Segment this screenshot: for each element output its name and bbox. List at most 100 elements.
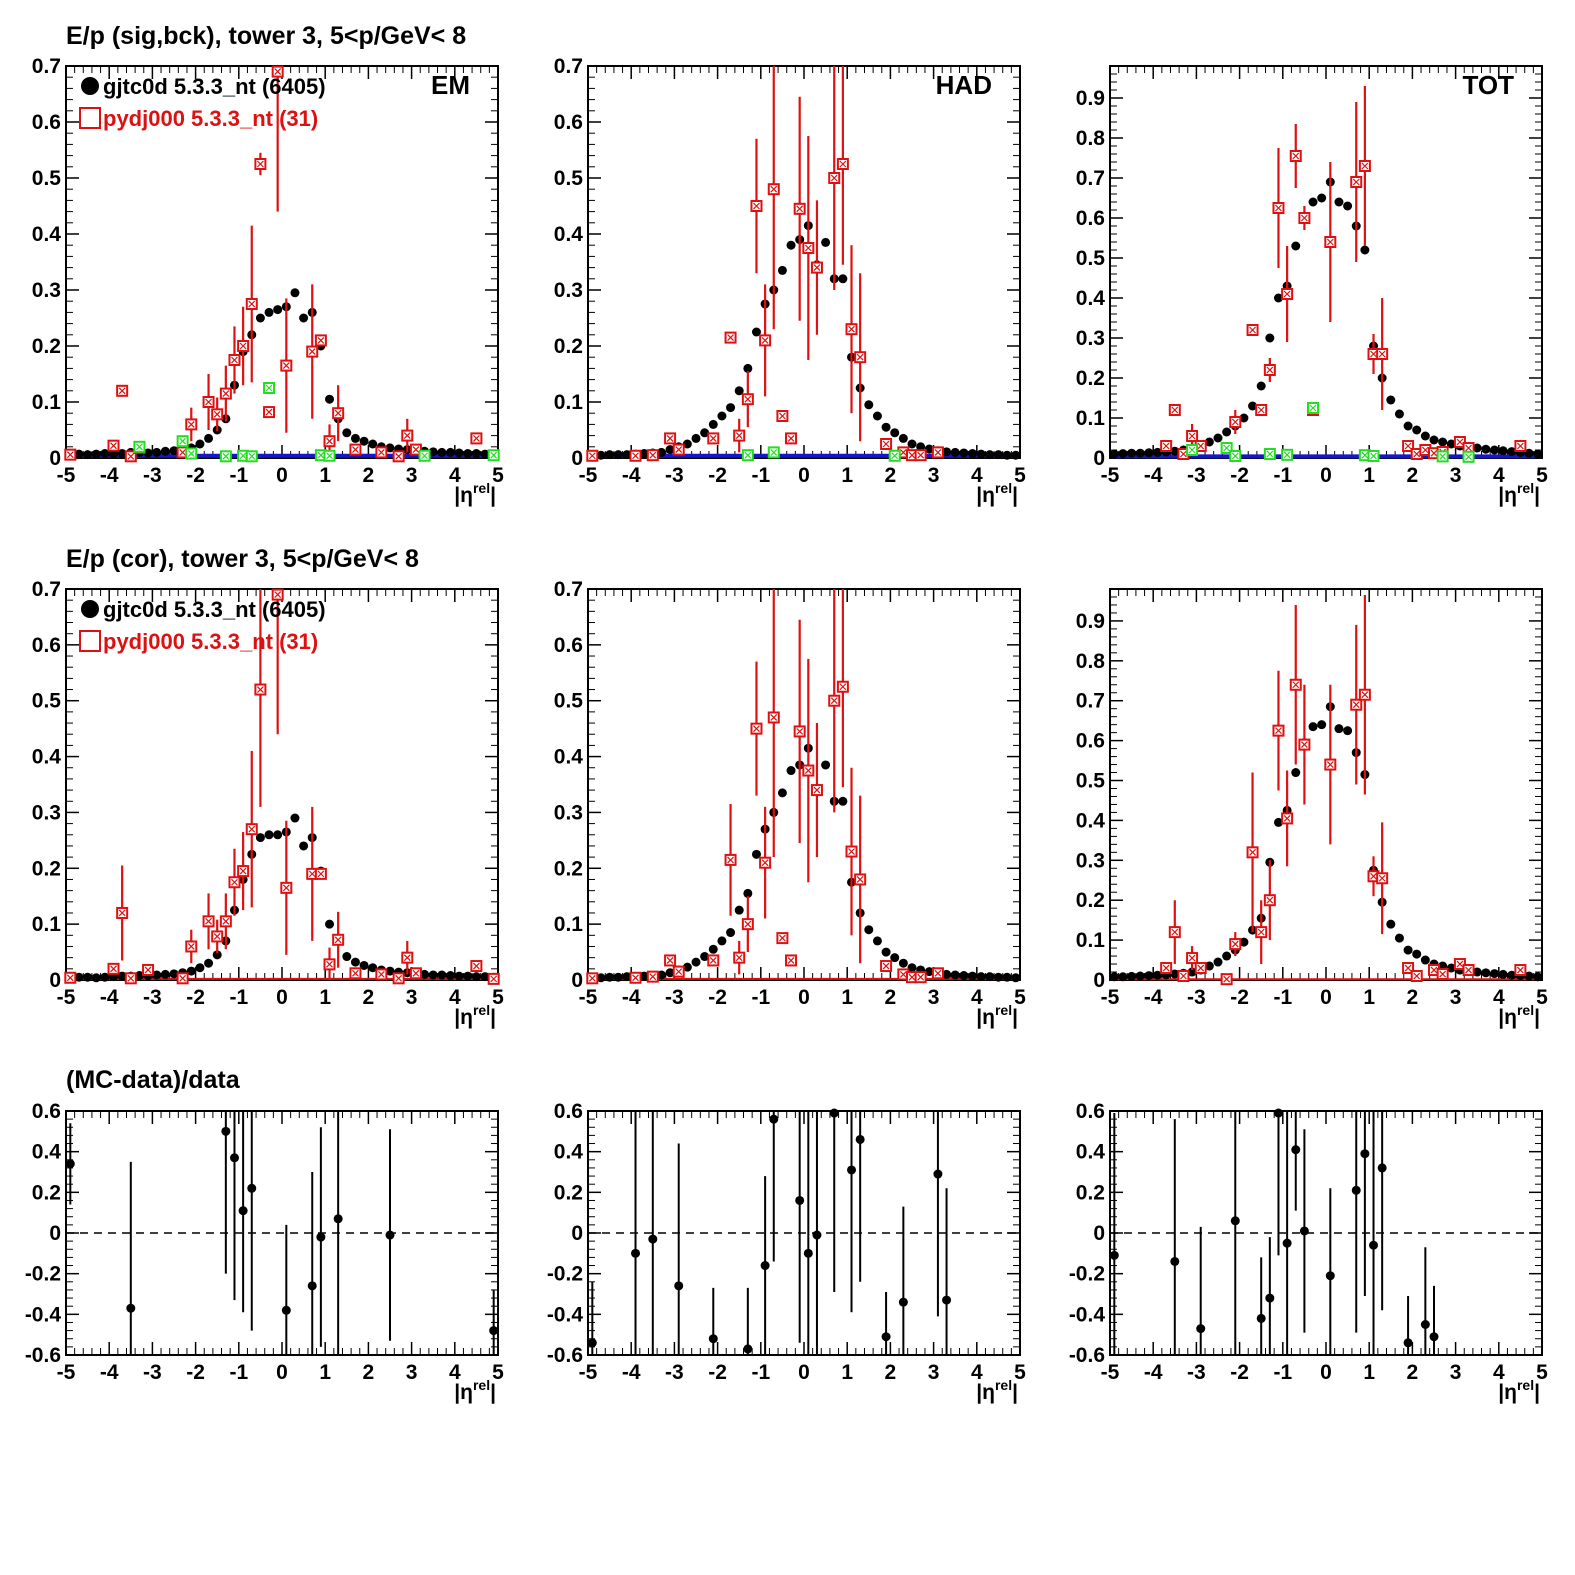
bck-point-cross xyxy=(1283,451,1291,459)
data-point xyxy=(117,449,127,459)
legend-data-marker xyxy=(81,600,99,618)
data-point xyxy=(1109,972,1119,982)
x-tick-label: -3 xyxy=(1187,986,1206,1009)
mc-point-cross xyxy=(1162,964,1170,972)
mc-point-cross xyxy=(1197,964,1205,972)
mc-point-cross xyxy=(1266,366,1274,374)
row-title-cor: E/p (cor), tower 3, 5<p/GeV< 8 xyxy=(66,545,419,573)
x-axis-label-end: | xyxy=(490,1006,496,1029)
data-point xyxy=(1256,381,1266,391)
data-point xyxy=(1524,971,1534,981)
mc-point-cross xyxy=(753,725,760,733)
mc-point-cross xyxy=(1352,701,1360,709)
mc-point-cross xyxy=(1404,964,1412,972)
x-tick-label: 3 xyxy=(1450,986,1462,1009)
ratio-point xyxy=(229,1153,239,1163)
ratio-point xyxy=(898,1297,908,1307)
x-axis-label-main: |η xyxy=(1498,1006,1517,1029)
bck-point-cross xyxy=(248,452,256,460)
x-axis-label-end: | xyxy=(1012,1381,1018,1404)
mc-point-cross xyxy=(709,957,717,964)
mc-point-cross xyxy=(666,434,674,442)
x-axis-label: |ηrel| xyxy=(1498,1002,1540,1029)
x-tick-label: 0 xyxy=(276,986,288,1009)
data-point xyxy=(1248,401,1258,411)
y-tick-label: 0.7 xyxy=(1076,167,1105,190)
x-axis-label-main: |η xyxy=(1498,484,1517,507)
y-tick-label: 0.2 xyxy=(554,857,583,880)
x-tick-label: -4 xyxy=(1144,464,1163,487)
mc-point-cross xyxy=(796,728,804,735)
x-axis-label-sup: rel xyxy=(1517,1377,1534,1393)
data-point xyxy=(471,972,481,982)
mc-point-cross xyxy=(934,969,942,977)
x-tick-label: -2 xyxy=(1230,464,1249,487)
panel-tag: EM xyxy=(431,70,470,100)
data-point xyxy=(1334,197,1344,207)
x-tick-label: -4 xyxy=(622,986,641,1009)
x-tick-label: 5 xyxy=(492,1361,504,1384)
x-tick-label: 4 xyxy=(971,986,983,1009)
y-tick-label: 0.7 xyxy=(554,55,583,78)
data-point xyxy=(1002,450,1012,460)
mc-point-cross xyxy=(395,452,403,460)
y-tick-label: 0.1 xyxy=(1076,407,1106,430)
x-axis-label-sup: rel xyxy=(473,1002,490,1018)
mc-point-cross xyxy=(848,848,855,855)
mc-point-cross xyxy=(222,917,230,925)
data-point xyxy=(656,970,666,980)
y-tick-label: 0.2 xyxy=(1076,889,1105,912)
data-point xyxy=(665,445,675,455)
data-point xyxy=(1403,945,1413,955)
y-tick-label: 0.2 xyxy=(1076,367,1105,390)
data-point xyxy=(273,305,283,315)
x-tick-label: 1 xyxy=(841,464,853,487)
y-tick-label: 0.7 xyxy=(1076,690,1105,713)
data-point xyxy=(290,813,300,823)
y-tick-label: 0.4 xyxy=(554,223,584,246)
data-point xyxy=(195,439,205,449)
mc-point-cross xyxy=(1231,418,1239,426)
x-axis-label-end: | xyxy=(1534,1381,1540,1404)
data-point xyxy=(1489,445,1499,455)
mc-point-cross xyxy=(1292,681,1300,689)
data-point xyxy=(864,400,874,410)
y-tick-label: -0.6 xyxy=(1069,1344,1105,1367)
mc-point-cross xyxy=(256,160,264,168)
data-point xyxy=(454,448,464,458)
bck-point-cross xyxy=(136,443,143,451)
mc-point-cross xyxy=(1292,152,1300,160)
y-tick-label: 0.3 xyxy=(554,801,583,824)
mc-point-cross xyxy=(334,936,342,944)
mc-point-cross xyxy=(282,884,290,892)
x-tick-label: 0 xyxy=(798,464,810,487)
mc-point-cross xyxy=(231,356,238,364)
x-tick-label: -4 xyxy=(1144,986,1163,1009)
data-point xyxy=(898,433,908,443)
data-point xyxy=(152,970,162,980)
mc-point-cross xyxy=(796,205,804,213)
mc-point-cross xyxy=(274,68,282,76)
data-point xyxy=(1472,967,1482,977)
bck-point-cross xyxy=(239,452,247,460)
mc-point-cross xyxy=(1430,449,1438,457)
data-point xyxy=(976,449,986,459)
data-point xyxy=(1533,972,1543,982)
ratio-point xyxy=(812,1230,822,1240)
data-point xyxy=(993,450,1003,460)
y-tick-label: -0.2 xyxy=(25,1263,61,1286)
ratio-point xyxy=(1291,1145,1301,1155)
bck-point-cross xyxy=(1465,453,1472,461)
y-tick-label: 0.7 xyxy=(554,578,583,601)
ratio-point xyxy=(769,1114,779,1124)
mc-point-cross xyxy=(649,973,657,981)
data-point xyxy=(109,449,119,459)
ratio-point xyxy=(333,1214,343,1224)
data-point xyxy=(726,928,736,938)
mc-point-cross xyxy=(1456,960,1464,968)
mc-point-cross xyxy=(753,202,760,210)
mc-point-cross xyxy=(308,870,316,878)
data-point xyxy=(1507,970,1517,980)
bck-point-cross xyxy=(1223,444,1231,452)
ratio-point xyxy=(1196,1324,1206,1334)
